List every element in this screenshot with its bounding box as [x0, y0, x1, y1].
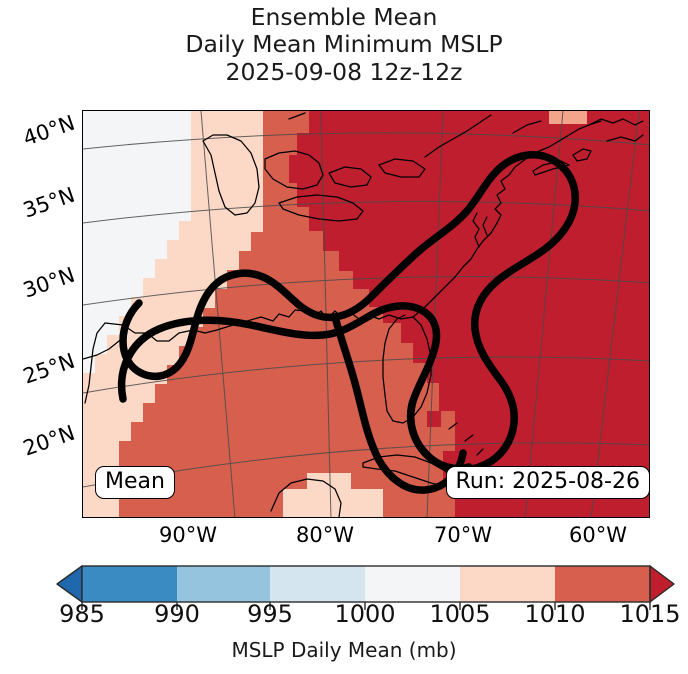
lat-label-25n: 25°N — [20, 348, 78, 389]
title-line-2: Daily Mean Minimum MSLP — [185, 30, 503, 59]
colorbar-tick-1015: 1015 — [619, 600, 681, 628]
colorbar — [0, 556, 688, 674]
colorbar-band-995-1000 — [270, 566, 365, 602]
band-1005-1010-yucatan — [283, 473, 383, 517]
mean-annotation-box: Mean — [95, 466, 175, 500]
lon-label-90w: 90°W — [159, 523, 217, 547]
colorbar-extend-left-arrow — [56, 565, 83, 603]
lat-label-20n: 20°N — [20, 420, 78, 461]
lon-label-80w: 80°W — [296, 523, 354, 547]
graticule-lines — [83, 111, 649, 517]
colorbar-axis-label: MSLP Daily Mean (mb) — [231, 638, 457, 662]
colorbar-tick-990: 990 — [154, 600, 200, 628]
band-1015-plus — [289, 111, 649, 517]
colorbar-swatches — [56, 565, 675, 610]
lat-label-35n: 35°N — [20, 182, 78, 223]
run-date-annotation-box: Run: 2025-08-26 — [445, 466, 650, 500]
colorbar-band-1005-1010 — [460, 566, 555, 602]
colorbar-outline — [81, 565, 651, 603]
lon-label-60w: 60°W — [569, 523, 627, 547]
colorbar-ticks — [81, 602, 651, 610]
colorbar-band-1010-1015 — [555, 566, 650, 602]
colorbar-tick-985: 985 — [59, 600, 105, 628]
colorbar-tick-1000: 1000 — [334, 600, 396, 628]
coastlines — [83, 112, 644, 517]
colorbar-tick-995: 995 — [247, 600, 293, 628]
colorbar-band-1000-1005 — [365, 566, 460, 602]
lat-label-40n: 40°N — [20, 110, 78, 151]
band-patch-northeast — [549, 111, 587, 124]
mslp-contour-map — [83, 111, 649, 517]
title-line-3: 2025-09-08 12z-12z — [225, 57, 463, 86]
colorbar-extend-right-arrow — [649, 565, 675, 603]
colorbar-tick-1010: 1010 — [524, 600, 586, 628]
colorbar-band-990-995 — [177, 566, 270, 602]
title-line-1: Ensemble Mean — [250, 3, 438, 31]
colorbar-tick-1005: 1005 — [429, 600, 491, 628]
lat-label-30n: 30°N — [20, 262, 78, 303]
lon-label-70w: 70°W — [434, 523, 492, 547]
colorbar-band-985-990 — [82, 566, 177, 602]
page-title: Ensemble Mean Daily Mean Minimum MSLP 20… — [0, 3, 688, 86]
map-plot-area — [82, 110, 650, 518]
